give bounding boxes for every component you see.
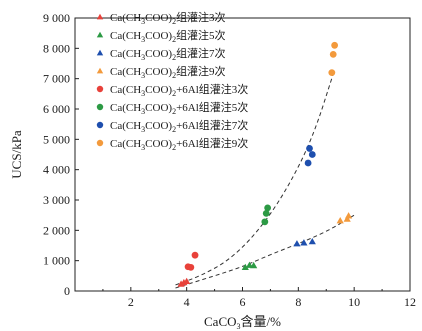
- data-point: [241, 263, 249, 271]
- legend-label: Ca(CH3COO)2+6Al组灌注5次: [110, 100, 248, 116]
- legend-marker: [96, 31, 104, 38]
- data-point: [264, 204, 272, 212]
- legend-marker: [96, 67, 104, 74]
- y-tick-label: 9 000: [43, 11, 70, 25]
- fit-line: [175, 214, 355, 289]
- y-tick-label: 7 000: [43, 72, 70, 86]
- data-point: [250, 261, 258, 269]
- y-tick-label: 8 000: [43, 41, 70, 55]
- y-tick-label: 0: [64, 284, 70, 298]
- data-points: [177, 41, 353, 287]
- y-tick-label: 3 000: [43, 193, 70, 207]
- data-point: [308, 151, 316, 158]
- legend-marker: [96, 121, 104, 129]
- data-point: [300, 239, 308, 246]
- legend-label: Ca(CH3COO)2+6Al组灌注3次: [110, 82, 248, 98]
- data-point: [262, 209, 270, 217]
- x-axis-title: CaCO3含量/%: [204, 314, 281, 331]
- y-tick-label: 5 000: [43, 132, 70, 146]
- legend-label: Ca(CH3COO)2+6Al组灌注7次: [110, 118, 248, 134]
- fit-line: [175, 69, 336, 286]
- legend-marker: [96, 85, 104, 93]
- data-point: [308, 237, 316, 245]
- data-point: [183, 277, 191, 284]
- data-point: [331, 41, 339, 49]
- data-point: [306, 145, 313, 152]
- x-tick-label: 10: [348, 295, 360, 309]
- data-point: [293, 240, 301, 247]
- data-point: [261, 218, 269, 226]
- legend-label: Ca(CH3COO)2组灌注9次: [110, 64, 226, 80]
- y-tick-label: 2 000: [43, 223, 70, 237]
- y-tick-label: 4 000: [43, 163, 70, 177]
- legend: Ca(CH3COO)2组灌注3次 Ca(CH3COO)2组灌注5次 Ca(CH3CO…: [96, 10, 248, 152]
- data-point: [344, 212, 353, 219]
- legend-marker: [96, 139, 104, 147]
- x-tick-label: 6: [240, 295, 246, 309]
- y-axis-title: UCS/kPa: [9, 130, 24, 179]
- data-point: [328, 69, 336, 76]
- legend-marker: [96, 49, 104, 56]
- data-point: [343, 215, 351, 222]
- data-point: [329, 51, 337, 58]
- x-tick-label: 8: [295, 295, 301, 309]
- y-tick-label: 6 000: [43, 102, 70, 116]
- x-tick-label: 2: [128, 295, 134, 309]
- legend-label: Ca(CH3COO)2组灌注5次: [110, 28, 226, 44]
- y-tick-label: 1 000: [43, 254, 70, 268]
- legend-marker: [96, 13, 104, 20]
- data-point: [304, 159, 312, 167]
- legend-label: Ca(CH3COO)2+6Al组灌注9次: [110, 136, 248, 152]
- legend-label: Ca(CH3COO)2组灌注3次: [110, 10, 226, 26]
- legend-marker: [96, 103, 104, 111]
- legend-label: Ca(CH3COO)2组灌注7次: [110, 46, 226, 62]
- data-point: [336, 217, 344, 224]
- fit-lines: [175, 69, 355, 289]
- x-tick-label: 4: [184, 295, 190, 309]
- axes: 2 4 6 8 10 12 0 1 000 2 000 3 000 4 000 5 000 6 000 7…: [43, 11, 416, 309]
- data-point: [191, 251, 199, 259]
- x-tick-label: 12: [404, 295, 416, 309]
- data-point: [187, 263, 195, 271]
